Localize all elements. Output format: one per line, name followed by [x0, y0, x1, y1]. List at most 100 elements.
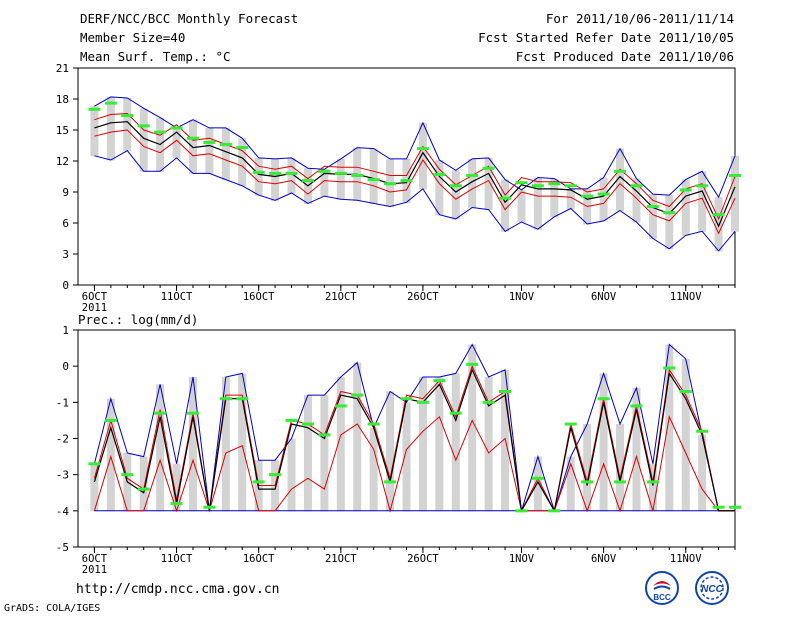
ensemble-bar — [353, 362, 362, 512]
bcc-logo: BCC — [645, 571, 679, 605]
ensemble-bar — [698, 171, 707, 232]
forecast-period: For 2011/10/06-2011/11/14 — [545, 11, 734, 26]
ensemble-bar — [435, 159, 444, 216]
ensemble-bar — [731, 155, 739, 232]
ensemble-bar — [271, 158, 280, 201]
ensemble-bar — [188, 377, 197, 512]
x-tick-label: 16OCT — [243, 291, 275, 303]
x-tick-label: 6OCT — [82, 553, 108, 565]
ncc-logo: NCC — [695, 571, 729, 605]
x-year-label: 2011 — [82, 564, 107, 576]
ensemble-bar — [550, 178, 559, 218]
x-tick-label: 6NOV — [591, 553, 617, 565]
y-tick-label: 0 — [62, 279, 69, 292]
panel-1: 0 3 6 9 12 15 18 21 6OCT 11OCT 16OCT 21OCT 26OCT 1NOV… — [56, 62, 741, 314]
x-year-label: 2011 — [82, 302, 107, 314]
ensemble-bar — [714, 197, 723, 252]
y-tick-label: 1 — [62, 324, 69, 337]
series-min-line — [94, 150, 736, 252]
x-tick-label: 1NOV — [509, 291, 535, 303]
ensemble-bar — [583, 424, 592, 512]
series-mean-line — [94, 121, 736, 228]
ensemble-bar — [156, 384, 165, 512]
x-tick-label: 21OCT — [325, 553, 357, 565]
series-max-line — [94, 96, 736, 199]
ensemble-bar — [681, 179, 690, 236]
x-tick-label: 11OCT — [161, 291, 193, 303]
series-max-line — [93, 343, 735, 513]
ensemble-bar — [90, 106, 99, 157]
ensemble-bar — [665, 344, 674, 512]
started-date: Fcst Started Refer Date 2011/10/05 — [478, 30, 734, 45]
y-tick-label: 18 — [56, 93, 69, 106]
ensemble-bar — [123, 97, 132, 152]
x-tick-label: 6OCT — [82, 291, 108, 303]
ensemble-bar — [632, 387, 641, 512]
x-tick-label: 11OCT — [161, 553, 193, 565]
ensemble-bar — [648, 463, 657, 512]
ensemble-bar — [90, 463, 99, 512]
y-tick-label: -2 — [56, 433, 69, 446]
svg-text:BCC: BCC — [653, 593, 671, 602]
y-tick-label: 9 — [62, 186, 69, 199]
ensemble-bar — [402, 402, 411, 512]
ensemble-bar — [336, 377, 345, 512]
ensemble-bar — [287, 157, 296, 194]
ensemble-bar — [566, 188, 575, 210]
ensemble-bar — [418, 122, 427, 190]
ensemble-bar — [501, 369, 510, 512]
grads-credit: GrADS: COLA/IGES — [4, 603, 101, 614]
member-size: Member Size=40 — [80, 30, 186, 45]
ensemble-bar — [451, 170, 460, 220]
x-tick-label: 26OCT — [407, 291, 439, 303]
ensemble-bar — [665, 195, 674, 250]
y-tick-label: 0 — [62, 360, 69, 373]
ensemble-bar — [254, 157, 263, 196]
footer-url[interactable]: http://cmdp.ncc.cma.gov.cn — [76, 582, 280, 597]
x-tick-label: 11NOV — [670, 291, 702, 303]
ensemble-bar — [418, 377, 427, 512]
panel-title: Prec.: log(mm/d) — [78, 312, 198, 327]
y-tick-label: 3 — [62, 248, 69, 261]
ensemble-bar — [517, 189, 526, 223]
x-tick-label: 26OCT — [407, 553, 439, 565]
ensemble-bar — [287, 438, 296, 512]
ensemble-bar — [369, 148, 378, 204]
y-tick-label: 12 — [56, 155, 69, 168]
series-upper-line — [94, 112, 736, 221]
ensemble-bar — [632, 178, 641, 223]
series-mean-line — [93, 368, 735, 513]
y-tick-label: -5 — [56, 541, 69, 554]
series-lower-line — [93, 415, 735, 513]
ensemble-bar — [221, 377, 230, 512]
ensemble-bar — [221, 127, 230, 181]
y-tick-label: 21 — [56, 62, 69, 75]
ensemble-bar — [303, 395, 312, 512]
ensemble-bar — [386, 391, 395, 512]
ensemble-bar — [139, 108, 148, 172]
chart-title: DERF/NCC/BCC Monthly Forecast — [80, 11, 299, 26]
ensemble-bar — [468, 344, 477, 512]
x-tick-label: 16OCT — [243, 553, 275, 565]
ensemble-bar — [484, 377, 493, 512]
x-tick-label: 6NOV — [591, 291, 617, 303]
y-tick-label: -3 — [56, 469, 69, 482]
y-tick-label: 15 — [56, 124, 69, 137]
ensemble-bar — [106, 96, 115, 161]
y-tick-label: -1 — [56, 396, 69, 409]
ensemble-bar — [616, 424, 625, 512]
y-tick-label: -4 — [56, 505, 70, 518]
ensemble-bar — [205, 127, 214, 174]
ensemble-bar — [172, 127, 181, 159]
ensemble-bar — [599, 177, 608, 222]
ensemble-bar — [139, 456, 148, 512]
ensemble-bar — [533, 177, 542, 230]
x-tick-label: 11NOV — [670, 553, 702, 565]
ensemble-bar — [320, 395, 329, 512]
ensemble-bar — [172, 463, 181, 512]
ensemble-bar — [648, 194, 657, 239]
ensemble-bar — [320, 169, 329, 197]
ensemble-bar — [599, 373, 608, 512]
ensemble-bar — [238, 373, 247, 512]
